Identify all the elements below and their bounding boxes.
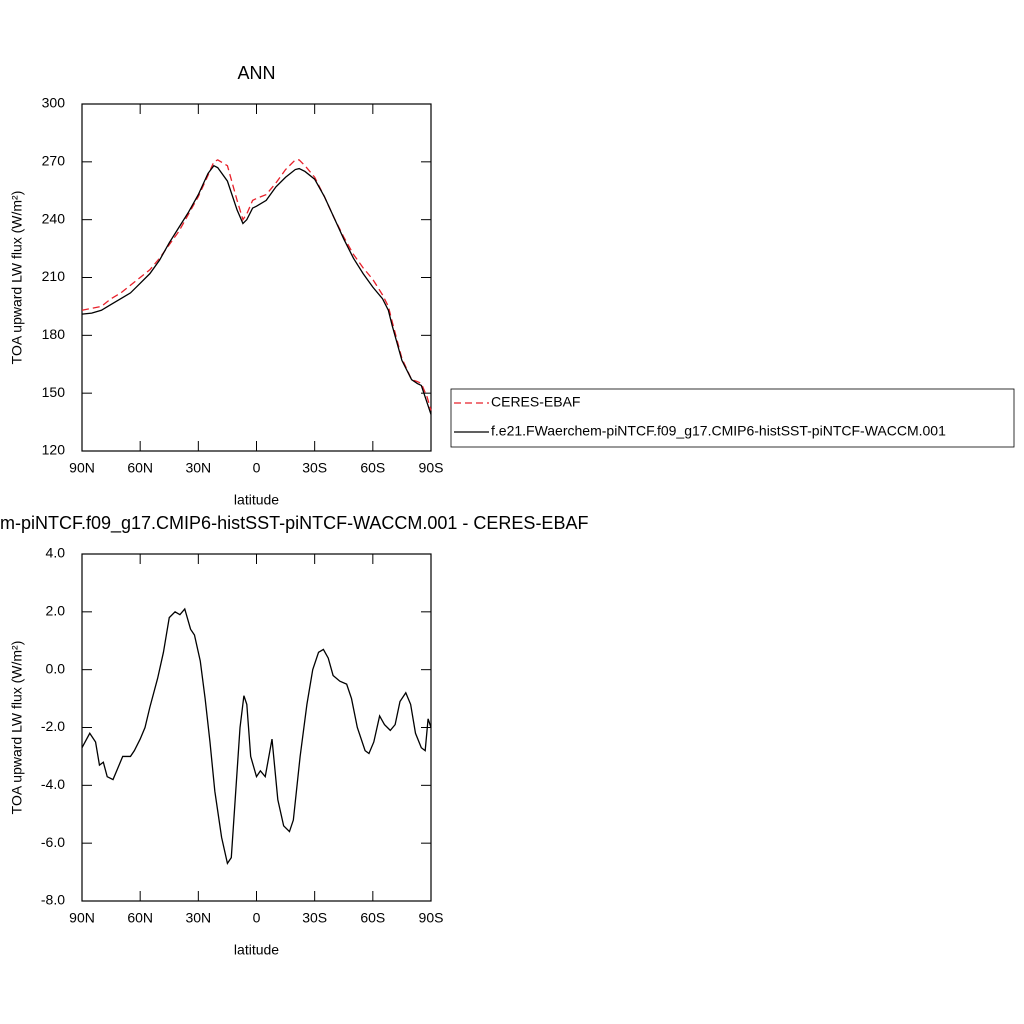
y-tick-label: -8.0 xyxy=(41,892,65,908)
x-tick-label: 90S xyxy=(419,460,444,476)
y-tick-label: -4.0 xyxy=(41,776,65,792)
series-line xyxy=(81,164,432,415)
legend-label: f.e21.FWaerchem-piNTCF.f09_g17.CMIP6-his… xyxy=(491,423,946,439)
x-tick-label: 0 xyxy=(253,460,261,476)
x-axis-label: latitude xyxy=(234,942,279,958)
y-tick-label: 300 xyxy=(42,95,66,111)
series-line xyxy=(81,607,432,866)
legend-box xyxy=(450,388,1015,448)
x-tick-label: 60S xyxy=(360,910,385,926)
chart-title: m-piNTCF.f09_g17.CMIP6-histSST-piNTCF-WA… xyxy=(0,513,588,534)
plot-frame xyxy=(81,553,432,902)
x-tick-label: 0 xyxy=(253,910,261,926)
y-tick-label: 0.0 xyxy=(46,660,66,676)
x-tick-label: 60S xyxy=(360,460,385,476)
x-tick-label: 30N xyxy=(185,910,211,926)
y-tick-label: 4.0 xyxy=(46,545,66,561)
y-tick-label: 2.0 xyxy=(46,603,66,619)
x-tick-label: 90N xyxy=(69,460,95,476)
y-tick-label: 210 xyxy=(42,268,66,284)
x-tick-label: 30N xyxy=(185,460,211,476)
x-axis-label: latitude xyxy=(234,492,279,508)
x-tick-label: 90N xyxy=(69,910,95,926)
x-tick-label: 30S xyxy=(302,910,327,926)
x-tick-label: 60N xyxy=(127,910,153,926)
series-line xyxy=(81,159,432,411)
y-tick-label: -2.0 xyxy=(41,718,65,734)
y-tick-label: 180 xyxy=(42,326,66,342)
y-tick-label: -6.0 xyxy=(41,834,65,850)
chart-title: ANN xyxy=(237,63,275,83)
x-tick-label: 60N xyxy=(127,460,153,476)
y-tick-label: 240 xyxy=(42,210,66,226)
x-tick-label: 30S xyxy=(302,460,327,476)
y-tick-label: 270 xyxy=(42,153,66,169)
y-axis-label: TOA upward LW flux (W/m²) xyxy=(9,641,25,815)
y-tick-label: 150 xyxy=(42,384,66,400)
x-tick-label: 90S xyxy=(419,910,444,926)
plot-frame xyxy=(81,103,432,452)
y-tick-label: 120 xyxy=(42,442,66,458)
legend-label: CERES-EBAF xyxy=(491,394,580,410)
legend: CERES-EBAF f.e21.FWaerchem-piNTCF.f09_g17… xyxy=(450,388,1015,448)
y-axis-label: TOA upward LW flux (W/m²) xyxy=(9,191,25,365)
